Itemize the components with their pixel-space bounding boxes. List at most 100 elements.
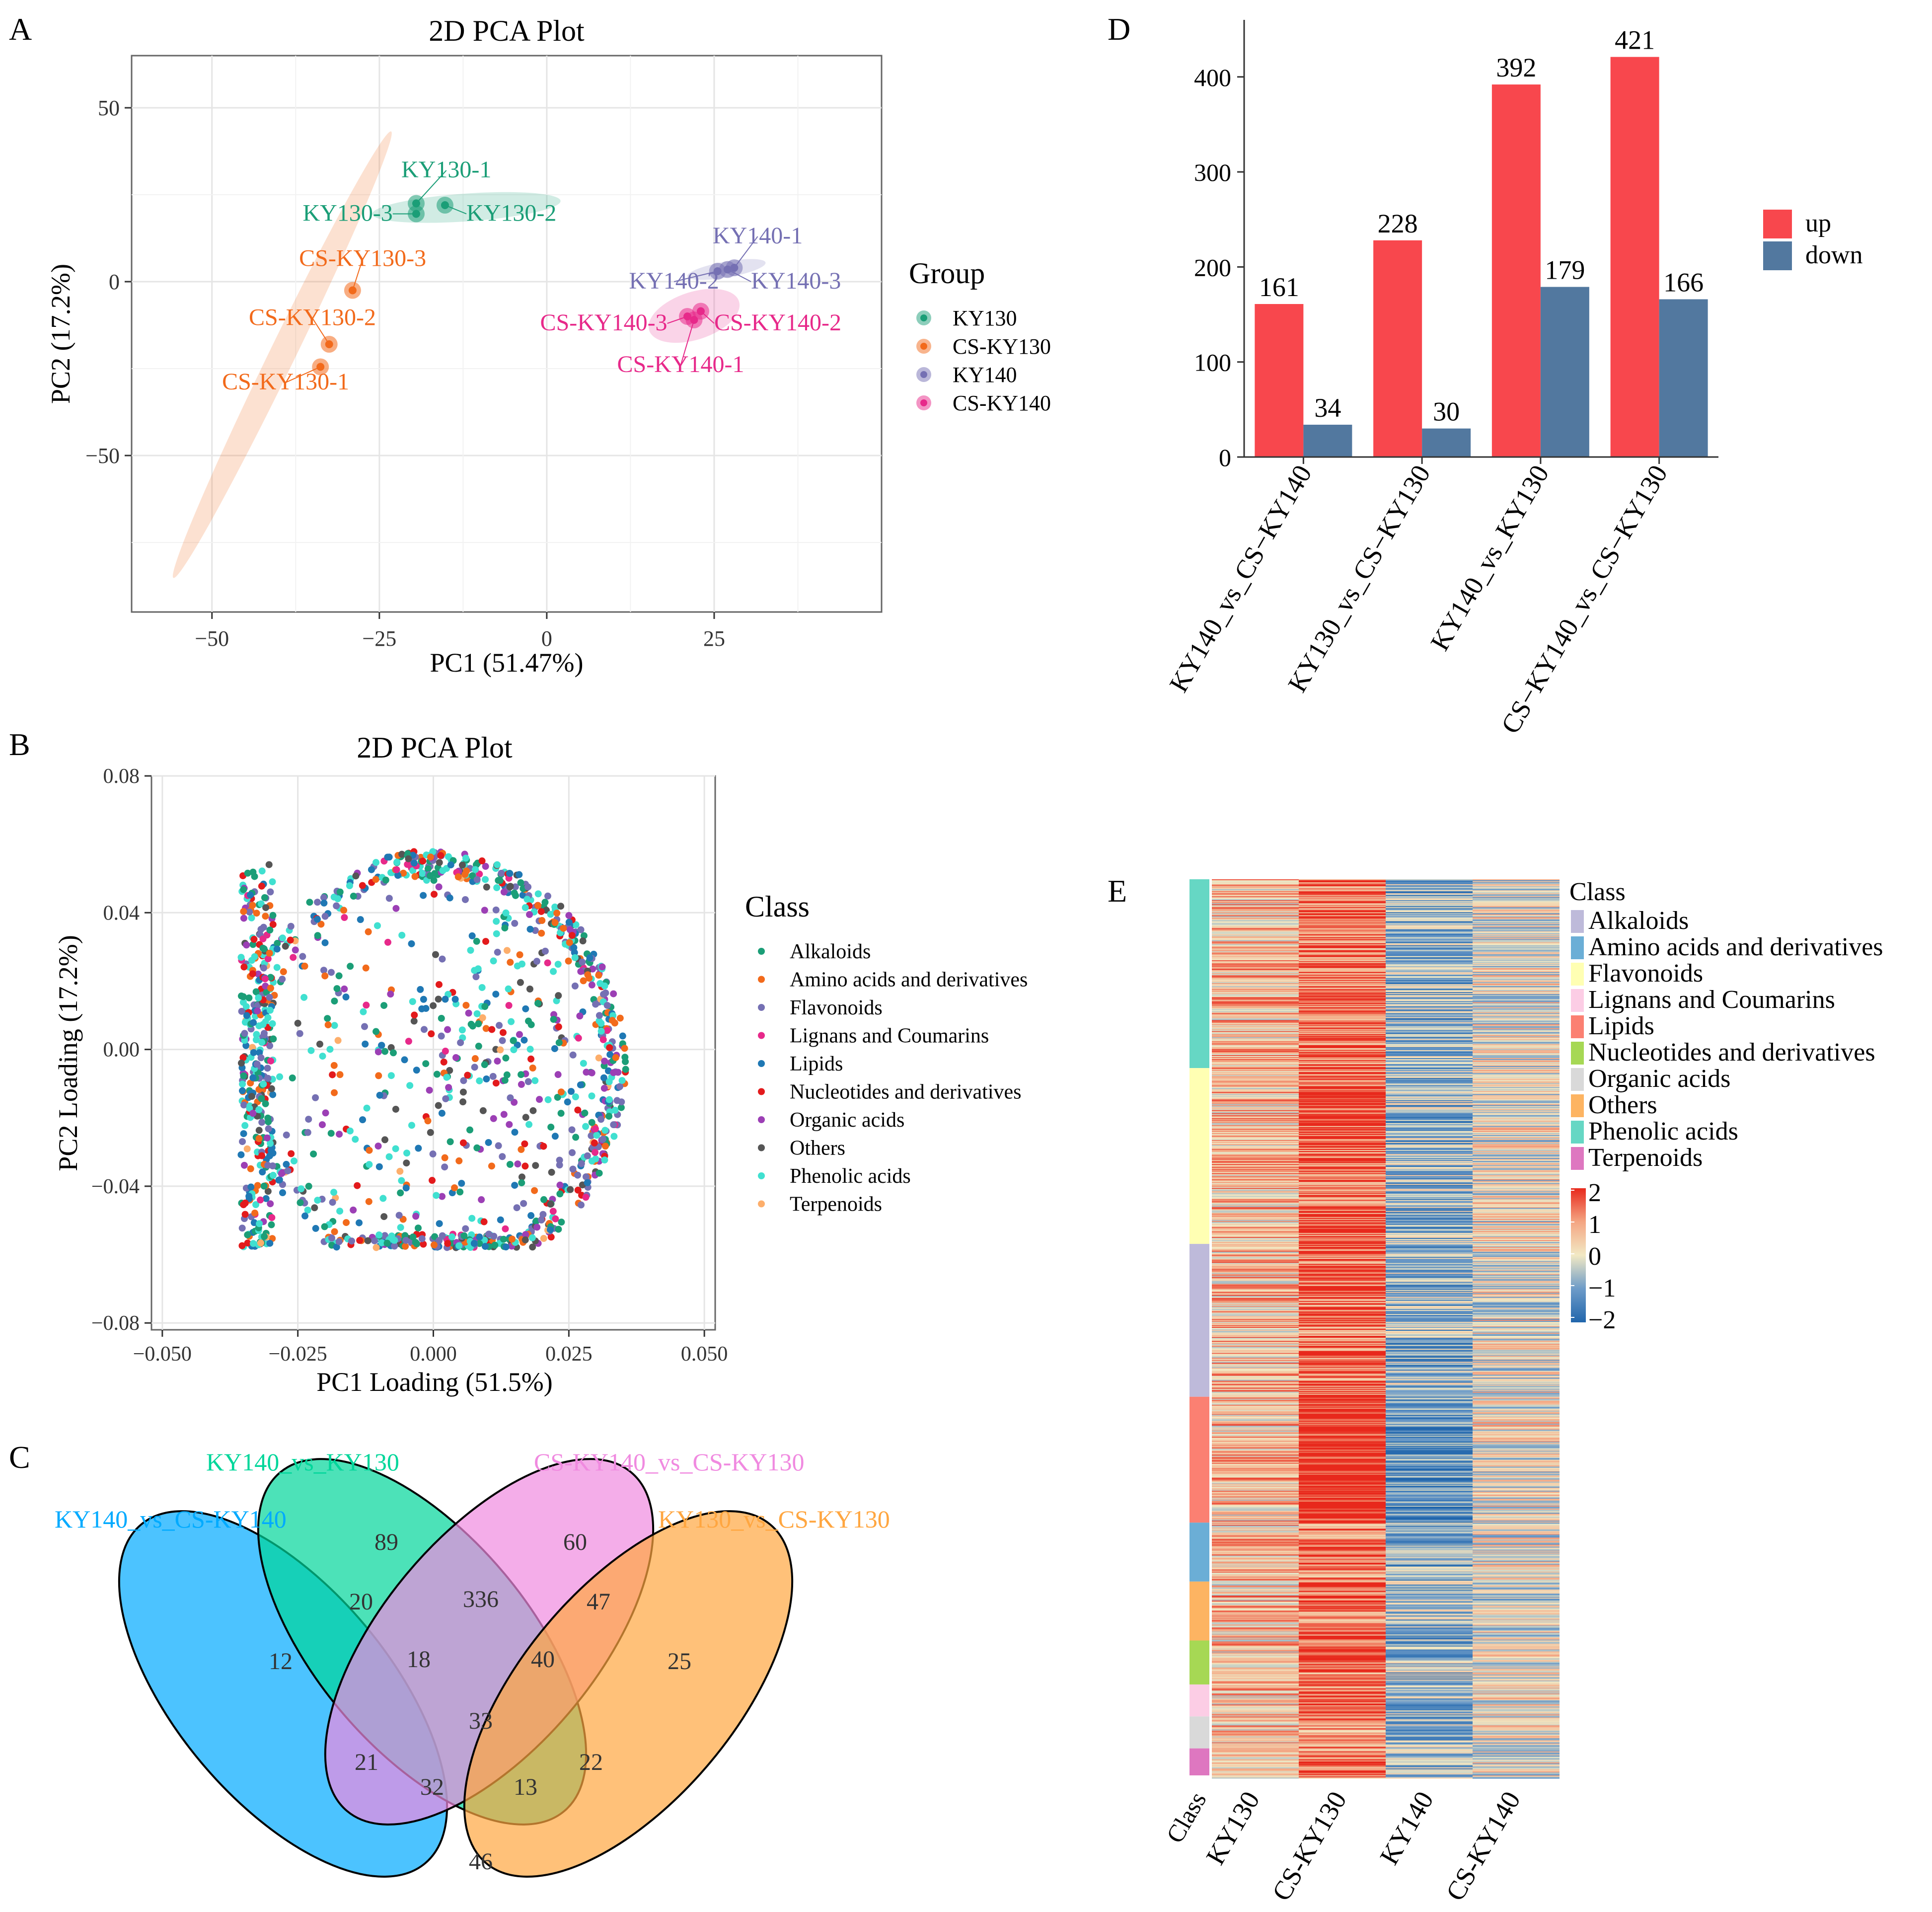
loading-point <box>261 1233 268 1240</box>
heatmap-row <box>1212 917 1560 919</box>
heatmap-cell <box>1299 975 1386 977</box>
heatmap-cell <box>1299 968 1386 970</box>
loading-point <box>588 1092 595 1100</box>
loading-point <box>318 1121 326 1129</box>
heatmap-row <box>1212 1208 1560 1210</box>
heatmap-cell <box>1212 1192 1299 1194</box>
loading-point <box>457 1039 464 1046</box>
heatmap-cell <box>1212 1232 1299 1234</box>
heatmap-cell <box>1212 1202 1299 1204</box>
loading-point <box>408 940 415 947</box>
heatmap-cell <box>1386 1017 1473 1019</box>
bar-down <box>1303 424 1352 457</box>
chart-b-ticks: −0.050 −0.025 0.000 0.025 0.050−0.08−0.040.0… <box>91 765 728 1366</box>
heatmap-cell <box>1386 963 1473 965</box>
heatmap-row <box>1212 1541 1560 1543</box>
heatmap-cell <box>1299 1368 1386 1370</box>
heatmap-cell <box>1299 1520 1386 1521</box>
heatmap-row <box>1212 945 1560 947</box>
heatmap-cell <box>1386 1176 1473 1177</box>
heatmap-cell <box>1212 1293 1299 1295</box>
heatmap-cell <box>1212 1326 1299 1328</box>
heatmap-row <box>1212 1465 1560 1467</box>
heatmap-cell <box>1212 1175 1299 1176</box>
heatmap-cell <box>1473 1013 1560 1015</box>
heatmap-cell <box>1473 1184 1560 1185</box>
loading-point <box>513 1204 520 1212</box>
heatmap-cell <box>1386 1159 1473 1160</box>
heatmap-cell <box>1473 1450 1560 1451</box>
heatmap-cell <box>1212 1445 1299 1446</box>
heatmap-cell <box>1386 1045 1473 1047</box>
heatmap-cell <box>1212 905 1299 907</box>
loading-point <box>473 1144 481 1151</box>
heatmap-cell <box>1386 1067 1473 1069</box>
heatmap-cell <box>1473 1497 1560 1499</box>
loading-point <box>520 1200 527 1207</box>
heatmap-cells <box>1212 879 1560 1779</box>
heatmap-cell <box>1212 1509 1299 1510</box>
heatmap-row <box>1212 1031 1560 1033</box>
heatmap-cell <box>1299 1042 1386 1044</box>
heatmap-cell <box>1299 1404 1386 1406</box>
heatmap-cell <box>1473 1452 1560 1453</box>
loading-point <box>251 1209 259 1217</box>
heatmap-row <box>1212 1051 1560 1053</box>
heatmap-cell <box>1299 1292 1386 1294</box>
heatmap-cell <box>1212 1520 1299 1521</box>
loading-point <box>378 1239 385 1246</box>
heatmap-cell <box>1212 1152 1299 1153</box>
heatmap-cell <box>1386 1471 1473 1473</box>
heatmap-cell <box>1299 1093 1386 1094</box>
heatmap-cell <box>1473 1488 1560 1490</box>
loading-point <box>383 1239 391 1247</box>
loading-point <box>268 1221 275 1228</box>
loading-point <box>511 1182 519 1189</box>
heatmap-cell <box>1473 1181 1560 1182</box>
loading-point <box>304 1129 311 1136</box>
heatmap-row <box>1212 904 1560 906</box>
heatmap-cell <box>1386 1199 1473 1201</box>
heatmap-cell <box>1299 1215 1386 1217</box>
heatmap-cell <box>1386 997 1473 998</box>
class-annotation-block <box>1189 1684 1209 1717</box>
heatmap-cell <box>1299 934 1386 936</box>
heatmap-cell <box>1386 1078 1473 1079</box>
heatmap-cell <box>1473 1364 1560 1365</box>
loading-point <box>601 982 608 990</box>
heatmap-cell <box>1212 1092 1299 1093</box>
heatmap-cell <box>1212 1117 1299 1119</box>
heatmap-cell <box>1473 1319 1560 1321</box>
loading-point <box>426 872 434 879</box>
heatmap-cell <box>1386 1426 1473 1427</box>
heatmap-cell <box>1473 1481 1560 1483</box>
heatmap-cell <box>1299 1544 1386 1546</box>
heatmap-row <box>1212 1278 1560 1280</box>
heatmap-row <box>1212 1384 1560 1386</box>
loading-point <box>588 981 595 989</box>
heatmap-cell <box>1386 895 1473 897</box>
heatmap-row <box>1212 1321 1560 1323</box>
heatmap-cell <box>1299 1213 1386 1215</box>
loading-point <box>566 926 574 933</box>
heatmap-cell <box>1299 1522 1386 1523</box>
loading-point <box>582 1194 590 1201</box>
heatmap-cell <box>1212 970 1299 972</box>
loading-point <box>463 867 470 875</box>
heatmap-cell <box>1299 1439 1386 1440</box>
heatmap-row <box>1212 1480 1560 1482</box>
heatmap-cell <box>1212 1486 1299 1488</box>
heatmap-cell <box>1473 1350 1560 1351</box>
heatmap-cell <box>1299 1149 1386 1150</box>
heatmap-row <box>1212 999 1560 1000</box>
heatmap-cell <box>1473 962 1560 964</box>
loading-point <box>238 1242 246 1249</box>
heatmap-cell <box>1299 1086 1386 1087</box>
heatmap-row <box>1212 1448 1560 1449</box>
loading-point <box>482 876 489 883</box>
heatmap-cell <box>1386 1152 1473 1153</box>
heatmap-cell <box>1299 1023 1386 1025</box>
heatmap-cell <box>1473 1272 1560 1273</box>
heatmap-row <box>1212 1133 1560 1135</box>
loading-point <box>415 1145 422 1152</box>
